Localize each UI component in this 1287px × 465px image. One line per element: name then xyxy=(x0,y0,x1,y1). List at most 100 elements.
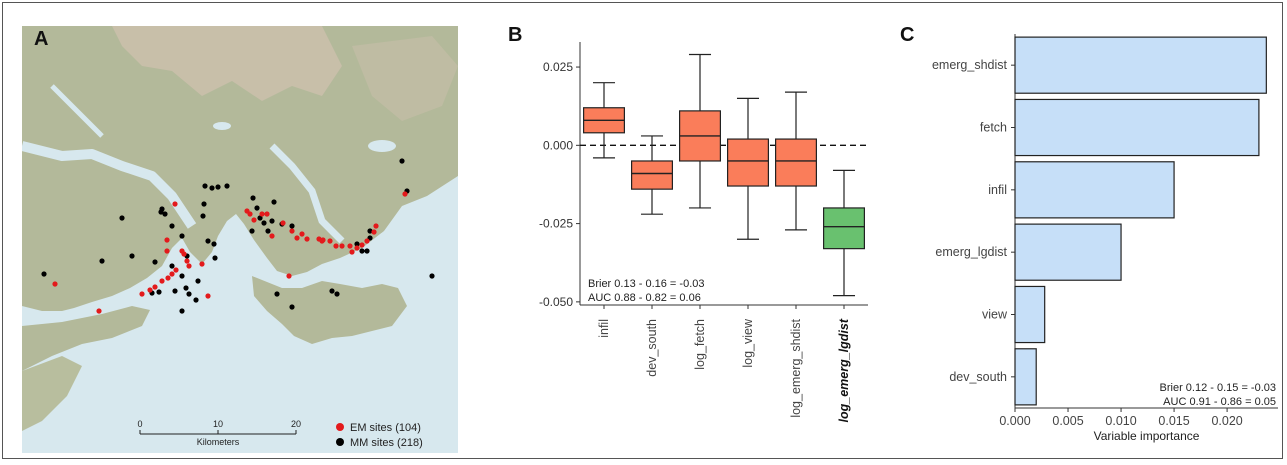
map-scalebar: 0 10 20 Kilometers xyxy=(137,419,301,447)
em-site-point xyxy=(251,217,257,223)
mm-site-point xyxy=(195,278,201,284)
mm-site-point xyxy=(202,183,208,189)
bar-view xyxy=(1014,285,1046,344)
panel-c-barchart: C emerg_shdist fetch infil emerg_lgdist view… xyxy=(898,20,1283,460)
panel-letter-c: C xyxy=(900,24,915,46)
mm-site-point xyxy=(183,285,189,291)
mm-site-point xyxy=(201,201,207,207)
em-site-point xyxy=(294,235,300,241)
scalebar-unit: Kilometers xyxy=(197,437,240,447)
mm-site-point xyxy=(334,291,340,297)
y-tick-label: fetch xyxy=(980,121,1007,135)
em-site-point xyxy=(199,261,205,267)
y-tick-label: -0.050 xyxy=(539,295,573,309)
mm-site-point xyxy=(215,184,221,190)
em-site-point xyxy=(359,242,365,248)
x-tick-label: log_emerg_shdist xyxy=(789,318,803,417)
map-fjord-west xyxy=(50,84,104,138)
map-lake xyxy=(213,122,231,130)
mm-site-point xyxy=(212,255,218,261)
em-site-point xyxy=(181,251,187,257)
map-land-north xyxy=(22,26,458,311)
mm-site-point xyxy=(158,209,164,215)
map-fjord-east xyxy=(269,143,345,244)
x-tick-label: 0.005 xyxy=(1052,414,1083,428)
em-site-point xyxy=(264,211,270,217)
panel-a-map: 0 10 20 Kilometers EM sites (104) MM sit… xyxy=(20,26,458,453)
em-site-point xyxy=(169,271,175,277)
x-tick-label: log_fetch xyxy=(693,319,707,370)
mm-site-point xyxy=(269,218,275,224)
map-lake xyxy=(368,140,396,152)
y-tick-label: infil xyxy=(988,183,1007,197)
em-site-point xyxy=(319,238,325,244)
x-tick-label: 0.000 xyxy=(999,414,1030,428)
em-site-point xyxy=(289,228,295,234)
em-site-point xyxy=(96,308,102,314)
mm-site-point xyxy=(152,259,158,265)
em-site-point xyxy=(152,284,158,290)
em-site-point xyxy=(373,223,379,229)
em-site-point xyxy=(371,229,377,235)
mm-site-point xyxy=(367,228,373,234)
brier-annotation: Brier 0.12 - 0.15 = -0.03 xyxy=(1160,382,1276,394)
legend-em-marker xyxy=(336,423,344,431)
em-site-point xyxy=(186,263,192,269)
box-body-log_emerg_shdist xyxy=(775,138,818,187)
legend-em-label: EM sites (104) xyxy=(350,422,421,434)
y-tick-label: emerg_shdist xyxy=(932,58,1008,72)
brier-annotation: Brier 0.13 - 0.16 = -0.03 xyxy=(588,278,704,290)
em-site-point xyxy=(280,220,286,226)
y-tick-label: view xyxy=(982,308,1008,322)
auc-annotation: AUC 0.91 - 0.86 = 0.05 xyxy=(1163,396,1276,408)
legend-mm-marker xyxy=(336,438,344,446)
mm-site-point xyxy=(271,199,277,205)
em-site-point xyxy=(339,243,345,249)
map-highland-east xyxy=(352,36,458,121)
em-site-point xyxy=(147,287,153,293)
map-svg: 0 10 20 Kilometers EM sites (104) MM sit… xyxy=(20,26,458,453)
em-site-point xyxy=(259,211,265,217)
mm-site-point xyxy=(329,288,335,294)
em-site-point xyxy=(304,236,310,242)
mm-site-point xyxy=(200,213,206,219)
em-site-point xyxy=(327,238,333,244)
mm-site-point xyxy=(186,291,192,297)
mm-site-point xyxy=(179,233,185,239)
x-tick-label: 0.015 xyxy=(1158,414,1189,428)
scalebar-tick-label: 0 xyxy=(137,419,142,429)
em-site-point xyxy=(164,248,170,254)
mm-site-point xyxy=(254,205,260,211)
x-tick-label: dev_south xyxy=(645,319,659,377)
mm-site-point xyxy=(129,253,135,259)
legend-mm-label: MM sites (218) xyxy=(350,437,423,449)
x-tick-label: log_view xyxy=(741,318,755,368)
em-site-point xyxy=(333,243,339,249)
mm-site-point xyxy=(364,248,370,254)
mm-site-point xyxy=(429,273,435,279)
em-site-point xyxy=(172,201,178,207)
mm-site-point xyxy=(289,304,295,310)
mm-site-point xyxy=(211,241,217,247)
mm-site-point xyxy=(99,258,105,264)
mm-site-point xyxy=(261,220,267,226)
scalebar-tick-label: 20 xyxy=(291,419,301,429)
x-axis-title: Variable importance xyxy=(1094,429,1200,443)
panel-letter-b: B xyxy=(508,24,523,46)
map-land-south xyxy=(252,276,407,344)
box-body-dev_south xyxy=(631,160,674,190)
mm-site-point xyxy=(257,215,263,221)
map-land-southwest xyxy=(22,306,150,371)
em-site-point xyxy=(347,243,353,249)
mm-site-point xyxy=(156,289,162,295)
em-site-point xyxy=(299,231,305,237)
em-site-point xyxy=(269,233,275,239)
em-site-point xyxy=(364,238,370,244)
em-site-point xyxy=(52,281,58,287)
em-site-point xyxy=(139,291,145,297)
panel-b-boxplot: B 0.025 0.000 -0.025 -0.050 infil dev_south lo… xyxy=(478,20,898,460)
mm-site-point xyxy=(169,263,175,269)
map-highland xyxy=(112,26,342,101)
em-site-point xyxy=(164,237,170,243)
y-tick-label: 0.025 xyxy=(543,60,573,74)
